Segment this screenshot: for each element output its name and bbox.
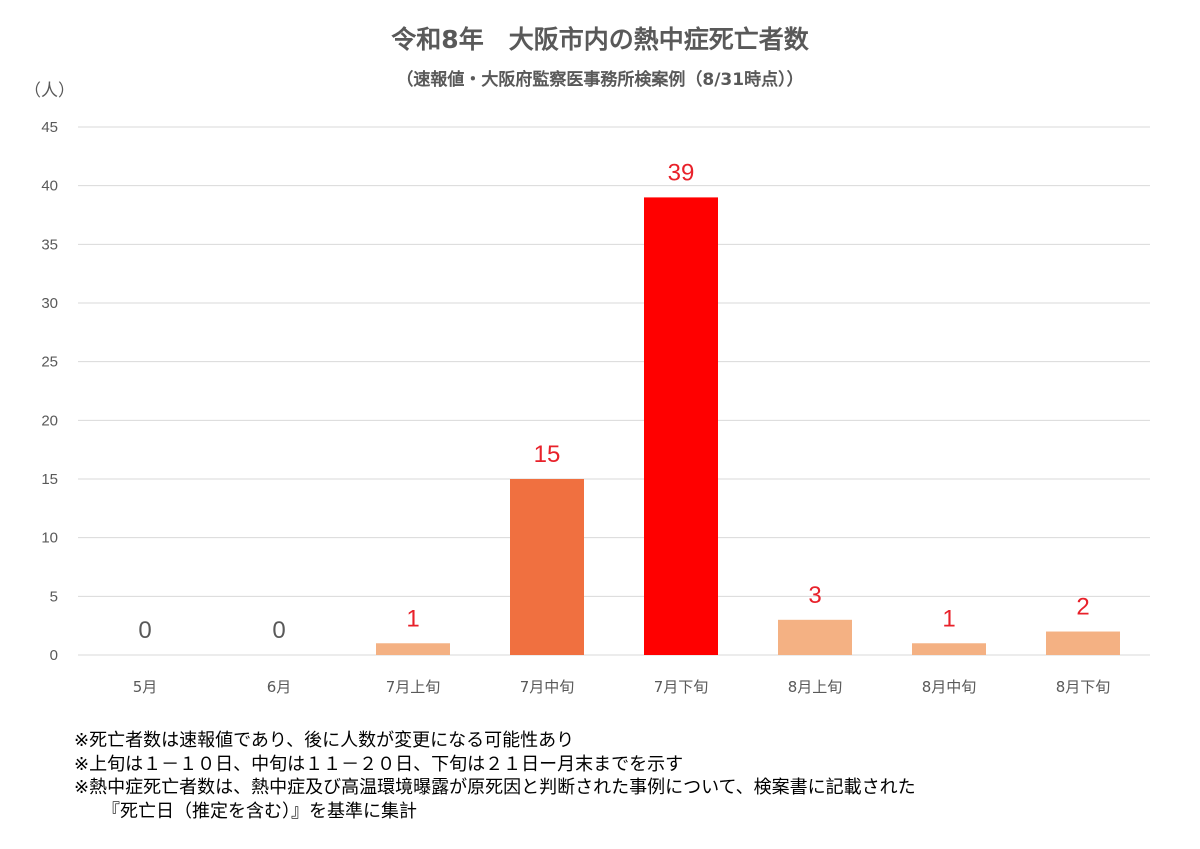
x-tick-label: 5月 <box>133 678 158 696</box>
footnotes: ※死亡者数は速報値であり、後に人数が変更になる可能性あり ※上旬は１－１０日、中… <box>74 729 1184 823</box>
footnote-3: ※熱中症死亡者数は、熱中症及び高温環境曝露が原死因と判断された事例について、検案… <box>74 777 916 798</box>
bar <box>778 619 852 655</box>
x-tick-label: 7月上旬 <box>386 678 441 696</box>
footnote-3-continued: 『死亡日（推定を含む）』を基準に集計 <box>102 800 417 822</box>
gridlines <box>78 126 1150 656</box>
data-label: 0 <box>138 617 151 644</box>
data-label: 1 <box>942 605 955 632</box>
x-tick-label: 7月中旬 <box>520 678 575 696</box>
chart-subtitle: （速報値・大阪府監察医事務所検案例（8/31時点）） <box>396 69 803 90</box>
y-tick-label: 15 <box>41 471 58 488</box>
y-tick-label: 20 <box>41 412 58 429</box>
y-tick-label: 25 <box>41 354 58 371</box>
y-tick-label: 0 <box>50 647 58 664</box>
footnote-2: ※上旬は１－１０日、中旬は１１－２０日、下旬は２１日ー月末までを示す <box>74 753 684 775</box>
data-labels: 0 0 1 15 39 3 1 2 <box>138 159 1089 644</box>
data-label: 3 <box>808 582 821 609</box>
y-tick-label: 40 <box>41 178 58 195</box>
x-tick-label: 6月 <box>267 678 292 696</box>
data-label: 15 <box>534 441 561 468</box>
bar <box>1046 631 1120 655</box>
data-label: 1 <box>406 605 419 632</box>
bar <box>376 643 450 655</box>
y-tick-label: 30 <box>41 295 58 312</box>
x-tick-label: 8月下旬 <box>1056 678 1111 696</box>
x-axis-ticks: 5月 6月 7月上旬 7月中旬 7月下旬 8月上旬 8月中旬 8月下旬 <box>133 678 1111 696</box>
y-tick-label: 35 <box>41 236 58 253</box>
bar <box>644 197 718 655</box>
chart-title: 令和8年 大阪市内の熱中症死亡者数 <box>391 25 809 54</box>
bar <box>912 643 986 655</box>
x-tick-label: 7月下旬 <box>654 678 709 696</box>
y-axis-ticks: 0 5 10 15 20 25 30 35 40 45 <box>41 119 58 664</box>
data-label: 0 <box>272 617 285 644</box>
x-tick-label: 8月上旬 <box>788 678 843 696</box>
data-label: 2 <box>1076 594 1089 621</box>
data-label: 39 <box>668 159 695 186</box>
y-tick-label: 45 <box>41 119 58 136</box>
y-axis-unit-label: （人） <box>24 81 75 101</box>
footnote-1: ※死亡者数は速報値であり、後に人数が変更になる可能性あり <box>74 730 575 751</box>
bar <box>510 479 584 655</box>
y-tick-label: 5 <box>50 588 58 605</box>
x-tick-label: 8月中旬 <box>922 678 977 696</box>
bars <box>376 197 1120 655</box>
y-tick-label: 10 <box>41 530 58 547</box>
